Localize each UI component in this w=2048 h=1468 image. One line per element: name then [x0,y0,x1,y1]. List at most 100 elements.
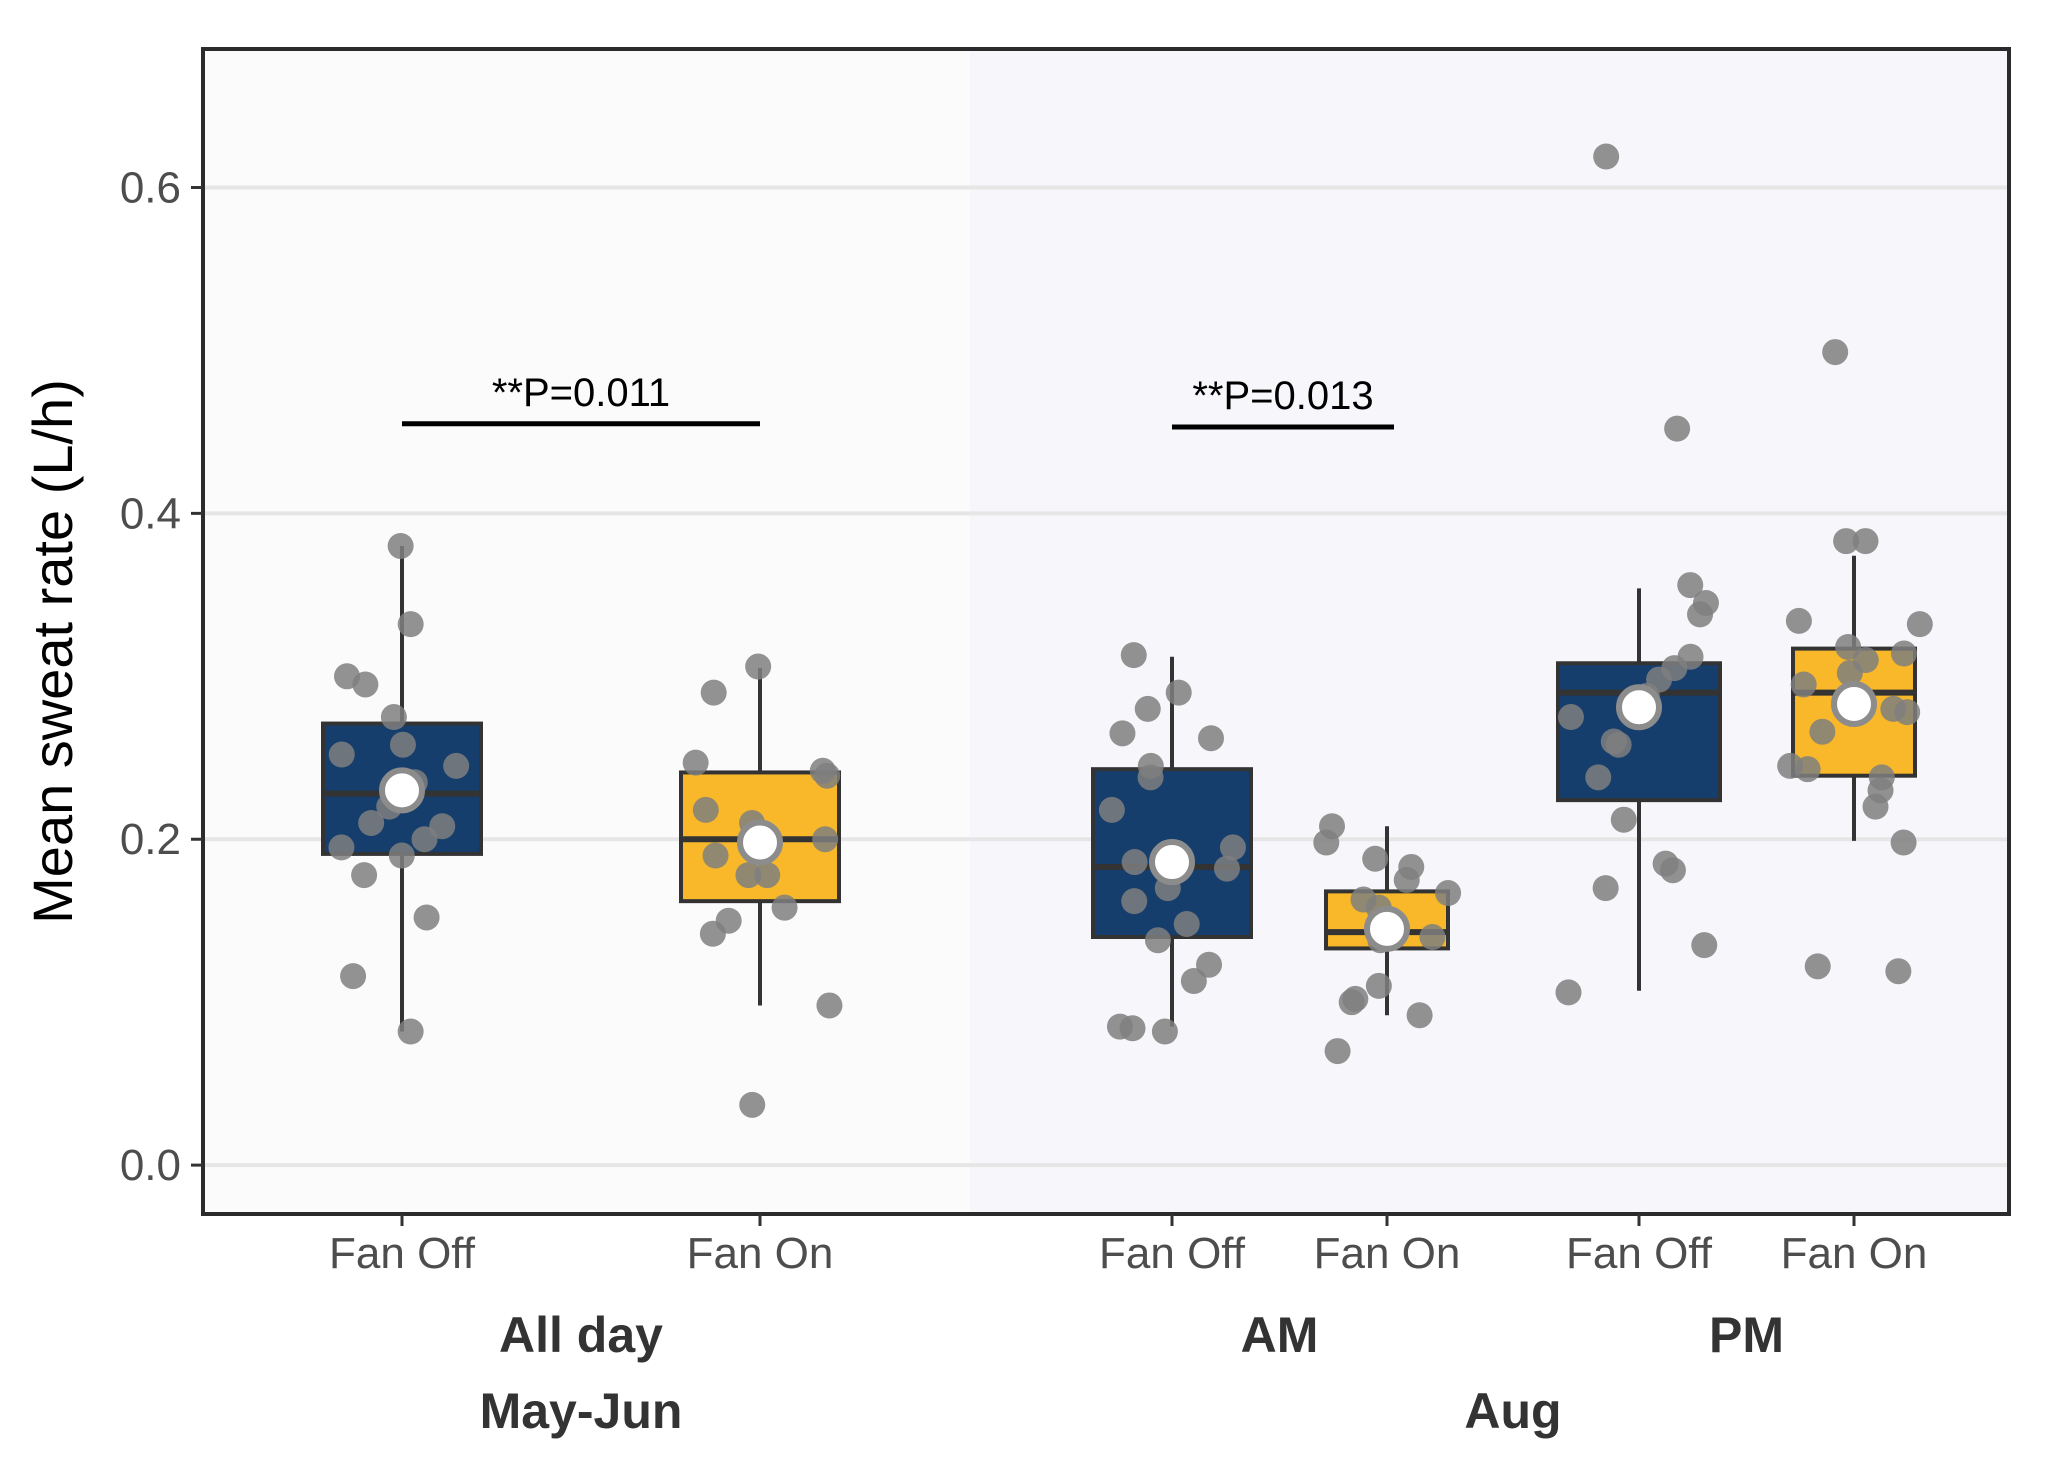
data-point [351,862,378,889]
y-tick-label: 0.0 [120,1141,181,1190]
data-point [397,1018,424,1045]
significance-label: **P=0.011 [492,371,670,415]
data-point [352,671,379,698]
data-point [1555,979,1582,1006]
data-point [1691,932,1718,959]
data-point [1173,910,1200,937]
mean-marker [379,767,425,814]
data-point [1890,640,1917,667]
x-tick-label: Fan Off [1099,1229,1246,1278]
data-point [1435,880,1462,907]
data-point [1406,1002,1433,1029]
data-point [1809,718,1836,745]
data-point [1592,875,1619,902]
data-point [1198,725,1225,752]
data-point [1664,415,1691,442]
data-point [1362,845,1389,872]
group-label: PM [1709,1307,1784,1363]
data-point [1219,834,1246,861]
data-point [1890,829,1917,856]
data-point [745,653,772,680]
y-tick-label: 0.4 [120,489,181,538]
data-point [1687,601,1714,628]
data-point [1894,699,1921,726]
data-point [1119,1015,1146,1042]
data-point [699,920,726,947]
data-point [1557,704,1584,731]
significance-label: **P=0.013 [1192,374,1373,418]
data-point [1852,528,1879,555]
data-point [739,1091,766,1118]
mean-marker [1616,684,1662,731]
data-point [1906,611,1933,638]
data-point [1338,989,1365,1016]
data-point [1885,958,1912,985]
x-tick-label: Fan Off [329,1229,476,1278]
data-point [358,809,385,836]
plot-frame [201,47,2011,1216]
x-tick-label: Fan On [1314,1229,1461,1278]
data-point [1659,857,1686,884]
data-point [380,704,407,731]
data-point [812,826,839,853]
data-point [1137,764,1164,791]
mean-marker [1364,905,1410,952]
box-body [1556,661,1722,803]
period-label: May-Jun [480,1383,683,1439]
data-point [1804,953,1831,980]
data-point [682,749,709,776]
data-point [702,842,729,869]
mean-marker [737,819,783,866]
data-point [1180,968,1207,994]
data-point [700,679,727,706]
data-point [692,796,719,823]
data-point [397,611,424,638]
data-point [1109,720,1136,747]
panel-background-aug [970,49,2009,1214]
data-point [816,992,843,1019]
data-point [340,963,367,990]
data-point [411,826,438,853]
data-point [1324,1038,1351,1065]
data-point [771,894,798,921]
data-point [1121,849,1148,876]
data-point [1585,764,1612,791]
data-point [1794,756,1821,783]
data-point [1098,796,1125,823]
data-point [1610,806,1637,833]
data-point [1120,642,1147,669]
x-tick-label: Fan On [1781,1229,1928,1278]
data-point [1593,143,1620,170]
data-point [389,731,416,758]
data-point [1144,927,1171,954]
y-tick-label: 0.2 [120,815,181,864]
group-label: AM [1241,1307,1319,1363]
x-tick-label: Fan Off [1566,1229,1713,1278]
data-point [1785,607,1812,634]
data-point [1605,731,1632,758]
data-point [1833,528,1860,555]
y-axis-title: Mean sweat rate (L/h) [21,379,84,924]
data-point [735,862,762,889]
data-point [1822,339,1849,366]
data-point [1134,695,1161,722]
data-point [443,752,470,779]
y-tick-label: 0.6 [120,163,181,212]
data-point [387,532,414,559]
data-point [1419,924,1446,951]
mean-marker [1831,681,1877,728]
group-label: All day [499,1307,663,1363]
x-tick-label: Fan On [687,1229,834,1278]
data-point [1836,660,1863,687]
data-point [1393,866,1420,893]
panel-background-may-jun [203,49,970,1214]
data-point [1790,671,1817,698]
data-point [1121,888,1148,915]
data-point [1862,793,1889,820]
data-point [1365,972,1392,999]
data-point [754,862,781,889]
data-point [1151,1018,1178,1045]
data-point [1313,829,1340,856]
data-point [814,762,841,789]
